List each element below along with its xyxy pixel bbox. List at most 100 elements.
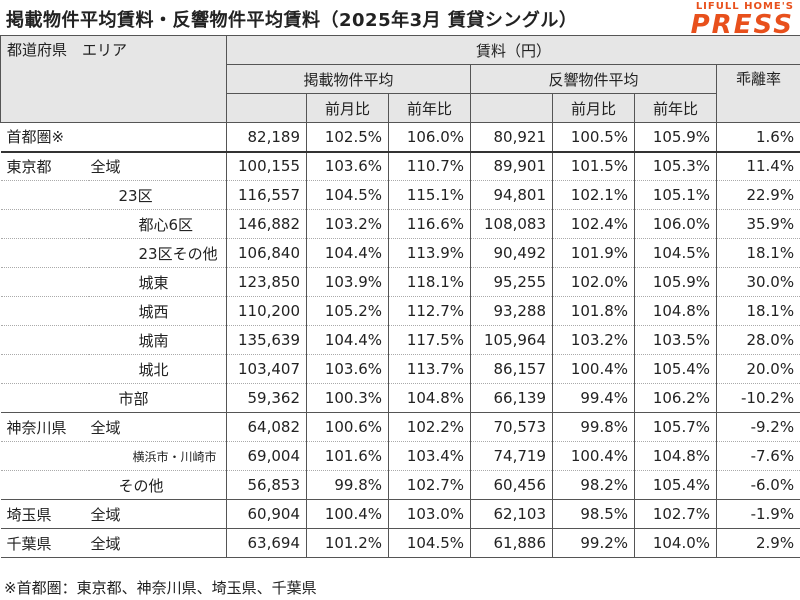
- table-row: 城西 110,200 105.2% 112.7% 93,288 101.8% 104.8% 1…: [0, 296, 800, 326]
- value-cell: 103.0%: [388, 499, 472, 529]
- value-cell: 118.1%: [388, 267, 472, 297]
- value-cell: 99.8%: [552, 412, 636, 442]
- value-cell: 104.0%: [634, 528, 718, 558]
- value-cell: 100,155: [226, 151, 308, 181]
- header-rent: 賃料（円）: [226, 35, 800, 65]
- value-cell: 102.4%: [552, 209, 636, 239]
- area-cell: 城東: [88, 267, 228, 297]
- table-row: 埼玉県 全域 60,904 100.4% 103.0% 62,103 98.5% 102.7%…: [0, 499, 800, 529]
- value-cell: 82,189: [226, 122, 308, 153]
- value-cell: 63,694: [226, 528, 308, 558]
- value-cell: 113.9%: [388, 238, 472, 268]
- value-cell: 110.7%: [388, 151, 472, 181]
- value-cell: 104.5%: [634, 238, 718, 268]
- value-cell: 103.6%: [306, 151, 390, 181]
- table-row: 城北 103,407 103.6% 113.7% 86,157 100.4% 105.4% 2…: [0, 354, 800, 384]
- value-cell: 102.2%: [388, 412, 472, 442]
- value-cell: 105.9%: [634, 122, 718, 153]
- prefecture-cell: [0, 296, 89, 326]
- value-cell: -1.9%: [716, 499, 800, 529]
- value-cell: 100.4%: [552, 354, 636, 384]
- value-cell: 146,882: [226, 209, 308, 239]
- value-cell: 18.1%: [716, 296, 800, 326]
- area-cell: 市部: [88, 383, 228, 413]
- value-cell: 105.7%: [634, 412, 718, 442]
- value-cell: 74,719: [470, 441, 554, 471]
- prefecture-cell: [0, 267, 89, 297]
- value-cell: 86,157: [470, 354, 554, 384]
- value-cell: 60,456: [470, 470, 554, 500]
- value-cell: 101.2%: [306, 528, 390, 558]
- value-cell: 99.8%: [306, 470, 390, 500]
- page-title: 掲載物件平均賃料・反響物件平均賃料（2025年3月 賃貸シングル）: [6, 10, 578, 31]
- value-cell: 59,362: [226, 383, 308, 413]
- value-cell: 70,573: [470, 412, 554, 442]
- value-cell: 89,901: [470, 151, 554, 181]
- header-listed-blank: [226, 93, 308, 123]
- value-cell: 101.9%: [552, 238, 636, 268]
- header-response-blank: [470, 93, 554, 123]
- value-cell: 103,407: [226, 354, 308, 384]
- table-row: 市部 59,362 100.3% 104.8% 66,139 99.4% 106.2% -10…: [0, 383, 800, 413]
- header-divergence: 乖離率: [716, 64, 800, 123]
- value-cell: 100.6%: [306, 412, 390, 442]
- value-cell: 100.4%: [552, 441, 636, 471]
- table-row: 首都圏※ 82,189 102.5% 106.0% 80,921 100.5% 105.9%…: [0, 122, 800, 153]
- prefecture-cell: [0, 238, 89, 268]
- prefecture-cell: [0, 383, 89, 413]
- area-cell: 横浜市・川崎市: [88, 441, 228, 471]
- table-row: 城東 123,850 103.9% 118.1% 95,255 102.0% 105.9% 3…: [0, 267, 800, 297]
- table-row: 神奈川県 全域 64,082 100.6% 102.2% 70,573 99.8% 105.7…: [0, 412, 800, 442]
- value-cell: 123,850: [226, 267, 308, 297]
- value-cell: 108,083: [470, 209, 554, 239]
- header-response-yoy: 前年比: [634, 93, 718, 123]
- prefecture-cell: 神奈川県: [0, 412, 89, 442]
- value-cell: 100.4%: [306, 499, 390, 529]
- value-cell: 64,082: [226, 412, 308, 442]
- value-cell: 104.8%: [634, 296, 718, 326]
- prefecture-cell: 首都圏※: [0, 122, 89, 153]
- table-row: 城南 135,639 104.4% 117.5% 105,964 103.2% 103.5%…: [0, 325, 800, 355]
- value-cell: 101.8%: [552, 296, 636, 326]
- value-cell: 99.4%: [552, 383, 636, 413]
- value-cell: 113.7%: [388, 354, 472, 384]
- prefecture-cell: 千葉県: [0, 528, 89, 558]
- area-cell: 城西: [88, 296, 228, 326]
- table-row: 横浜市・川崎市 69,004 101.6% 103.4% 74,719 100.4% 104…: [0, 441, 800, 471]
- table-row: 都心6区 146,882 103.2% 116.6% 108,083 102.4% 106.…: [0, 209, 800, 239]
- value-cell: -6.0%: [716, 470, 800, 500]
- value-cell: -9.2%: [716, 412, 800, 442]
- value-cell: 103.4%: [388, 441, 472, 471]
- value-cell: 112.7%: [388, 296, 472, 326]
- value-cell: 60,904: [226, 499, 308, 529]
- value-cell: 110,200: [226, 296, 308, 326]
- table-body: 首都圏※ 82,189 102.5% 106.0% 80,921 100.5% 105.9%…: [0, 122, 800, 558]
- value-cell: 98.5%: [552, 499, 636, 529]
- value-cell: 95,255: [470, 267, 554, 297]
- value-cell: 28.0%: [716, 325, 800, 355]
- prefecture-cell: 埼玉県: [0, 499, 89, 529]
- value-cell: -7.6%: [716, 441, 800, 471]
- value-cell: 104.5%: [306, 180, 390, 210]
- value-cell: 90,492: [470, 238, 554, 268]
- value-cell: 100.5%: [552, 122, 636, 153]
- footnote: ※首都圏：東京都、神奈川県、埼玉県、千葉県: [4, 579, 317, 597]
- area-cell: 全域: [88, 412, 228, 442]
- area-cell: [88, 122, 228, 153]
- value-cell: 62,103: [470, 499, 554, 529]
- area-cell: 23区: [88, 180, 228, 210]
- value-cell: 117.5%: [388, 325, 472, 355]
- value-cell: 35.9%: [716, 209, 800, 239]
- area-cell: 城北: [88, 354, 228, 384]
- value-cell: 115.1%: [388, 180, 472, 210]
- prefecture-cell: [0, 180, 89, 210]
- area-cell: その他: [88, 470, 228, 500]
- table-row: その他 56,853 99.8% 102.7% 60,456 98.2% 105.4% -6.…: [0, 470, 800, 500]
- value-cell: 102.5%: [306, 122, 390, 153]
- value-cell: 20.0%: [716, 354, 800, 384]
- prefecture-cell: [0, 325, 89, 355]
- prefecture-cell: [0, 470, 89, 500]
- value-cell: 104.5%: [388, 528, 472, 558]
- header-region: 都道府県 エリア: [0, 35, 228, 123]
- value-cell: 80,921: [470, 122, 554, 153]
